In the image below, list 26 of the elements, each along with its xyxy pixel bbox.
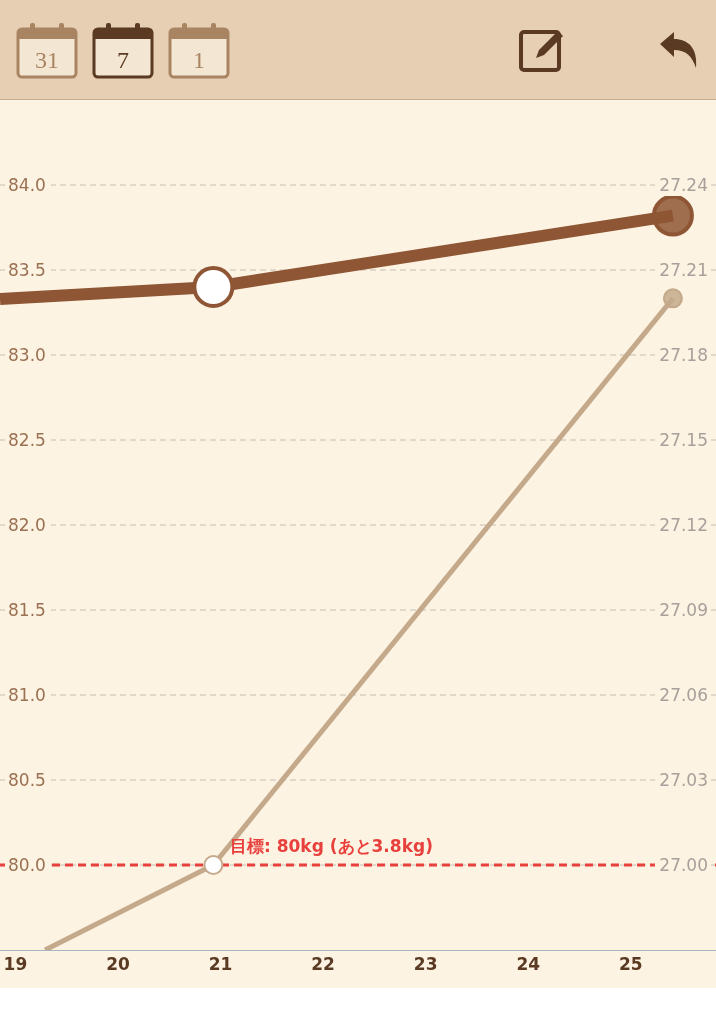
ref-line-label: 目標: 80kg (あと3.8kg)	[230, 836, 433, 857]
y2-tick-label: 27.03	[659, 770, 708, 791]
y-tick-label: 81.0	[8, 685, 46, 706]
y-tick-label: 82.5	[8, 430, 46, 451]
y2-tick-label: 27.00	[659, 855, 708, 876]
y-tick-label: 80.5	[8, 770, 46, 791]
x-tick-label: 19	[3, 954, 28, 975]
y-tick-label: 82.0	[8, 515, 46, 536]
y2-tick-label: 27.24	[659, 175, 708, 196]
x-tick-label: 24	[516, 954, 541, 975]
x-tick-label: 25	[619, 954, 643, 975]
y2-tick-label: 27.21	[659, 260, 708, 281]
y2-tick-label: 27.12	[659, 515, 708, 536]
y-tick-label: 84.0	[8, 175, 46, 196]
y2-tick-label: 27.18	[659, 345, 708, 366]
x-tick-label: 21	[208, 954, 233, 975]
y-tick-label: 83.0	[8, 345, 46, 366]
x-tick-label: 20	[106, 954, 130, 975]
y2-tick-label: 27.09	[659, 600, 708, 621]
x-tick-label: 22	[311, 954, 335, 975]
y-tick-label: 81.5	[8, 600, 46, 621]
y-tick-label: 83.5	[8, 260, 46, 281]
x-tick-label: 23	[413, 954, 438, 975]
y-tick-label: 80.0	[8, 855, 46, 876]
y2-tick-label: 27.06	[659, 685, 708, 706]
y2-tick-label: 27.15	[659, 430, 708, 451]
